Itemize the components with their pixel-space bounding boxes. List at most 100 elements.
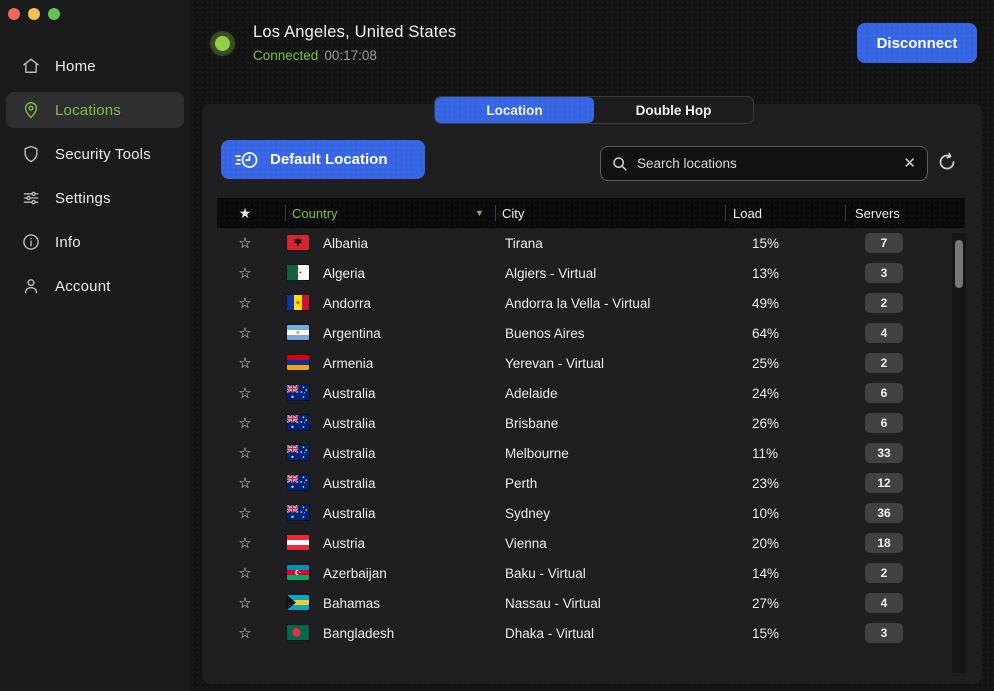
location-row[interactable]: ☆ Australia Melbourne 11% 33 — [217, 438, 965, 468]
country-flag-icon — [287, 625, 309, 640]
sidebar-item-label: Security Tools — [55, 145, 151, 163]
tab-location[interactable]: Location — [435, 97, 594, 123]
column-divider — [495, 205, 496, 221]
zoom-window-button[interactable] — [48, 8, 60, 20]
location-mode-tabs: Location Double Hop — [434, 96, 754, 124]
sidebar: Home Locations Security Tools — [0, 0, 190, 691]
location-row[interactable]: ☆ Australia Sydney 10% 36 — [217, 498, 965, 528]
close-window-button[interactable] — [8, 8, 20, 20]
disconnect-button[interactable]: Disconnect — [857, 23, 977, 63]
sidebar-item-security-tools[interactable]: Security Tools — [6, 136, 184, 172]
favorite-star-icon[interactable]: ☆ — [238, 595, 252, 612]
favorite-star-icon[interactable]: ☆ — [238, 325, 252, 342]
load-cell: 13% — [752, 265, 780, 281]
window-controls — [0, 0, 190, 20]
location-row[interactable]: ☆ Australia Brisbane 26% 6 — [217, 408, 965, 438]
sidebar-item-label: Home — [55, 57, 96, 75]
country-cell: Australia — [323, 385, 376, 401]
sort-descending-icon[interactable]: ▼ — [475, 208, 484, 218]
load-cell: 49% — [752, 295, 780, 311]
location-row[interactable]: ☆ Armenia Yerevan - Virtual 25% 2 — [217, 348, 965, 378]
location-row[interactable]: ☆ Argentina Buenos Aires 64% 4 — [217, 318, 965, 348]
favorite-star-icon[interactable]: ☆ — [238, 565, 252, 582]
load-cell: 25% — [752, 355, 780, 371]
tab-double-hop[interactable]: Double Hop — [635, 102, 712, 118]
default-location-button[interactable]: Default Location — [221, 140, 425, 179]
favorite-star-icon[interactable]: ☆ — [238, 295, 252, 312]
locations-list: ☆ Albania Tirana 15% 7 ☆ Algeria Algiers… — [217, 228, 965, 648]
sidebar-item-locations[interactable]: Locations — [6, 92, 184, 128]
favorite-star-icon[interactable]: ☆ — [238, 535, 252, 552]
connection-timer: 00:17:08 — [324, 48, 377, 63]
country-flag-icon — [287, 385, 309, 400]
favorite-star-icon[interactable]: ☆ — [238, 445, 252, 462]
column-divider — [725, 205, 726, 221]
favorite-star-icon[interactable]: ☆ — [238, 235, 252, 252]
refresh-icon[interactable] — [936, 152, 958, 174]
country-flag-icon — [287, 595, 309, 610]
location-row[interactable]: ☆ Azerbaijan Baku - Virtual 14% 2 — [217, 558, 965, 588]
clear-search-icon[interactable]: ✕ — [903, 155, 916, 172]
favorite-star-icon[interactable]: ☆ — [238, 475, 252, 492]
table-header: ★ Country ▼ City Load Servers — [217, 198, 965, 228]
search-icon — [612, 156, 628, 172]
sidebar-item-settings[interactable]: Settings — [6, 180, 184, 216]
servers-count-badge: 6 — [865, 413, 903, 433]
column-header-city[interactable]: City — [502, 205, 525, 221]
country-cell: Austria — [323, 535, 366, 551]
sidebar-item-home[interactable]: Home — [6, 48, 184, 84]
favorites-column-icon[interactable]: ★ — [238, 204, 252, 221]
default-location-icon — [234, 149, 260, 171]
load-cell: 64% — [752, 325, 780, 341]
connected-status-icon — [215, 36, 230, 51]
country-cell: Algeria — [323, 265, 366, 281]
location-row[interactable]: ☆ Bangladesh Dhaka - Virtual 15% 3 — [217, 618, 965, 648]
location-row[interactable]: ☆ Austria Vienna 20% 18 — [217, 528, 965, 558]
sidebar-nav: Home Locations Security Tools — [0, 48, 190, 304]
sidebar-item-account[interactable]: Account — [6, 268, 184, 304]
location-row[interactable]: ☆ Algeria Algiers - Virtual 13% 3 — [217, 258, 965, 288]
city-cell: Andorra la Vella - Virtual — [505, 295, 651, 311]
favorite-star-icon[interactable]: ☆ — [238, 265, 252, 282]
favorite-star-icon[interactable]: ☆ — [238, 505, 252, 522]
scrollbar-track[interactable] — [952, 233, 966, 673]
load-cell: 10% — [752, 505, 780, 521]
sidebar-item-info[interactable]: Info — [6, 224, 184, 260]
search-input[interactable] — [637, 156, 895, 171]
load-cell: 14% — [752, 565, 780, 581]
column-header-load[interactable]: Load — [733, 205, 762, 221]
favorite-star-icon[interactable]: ☆ — [238, 415, 252, 432]
servers-count-badge: 3 — [865, 263, 903, 283]
city-cell: Adelaide — [505, 385, 558, 401]
country-flag-icon — [287, 355, 309, 370]
servers-count-badge: 2 — [865, 293, 903, 313]
favorite-star-icon[interactable]: ☆ — [238, 385, 252, 402]
city-cell: Dhaka - Virtual — [505, 625, 595, 641]
city-cell: Buenos Aires — [505, 325, 585, 341]
column-divider — [285, 205, 286, 221]
city-cell: Tirana — [505, 235, 543, 251]
country-flag-icon — [287, 505, 309, 520]
favorite-star-icon[interactable]: ☆ — [238, 625, 252, 642]
servers-count-badge: 36 — [865, 503, 903, 523]
favorite-star-icon[interactable]: ☆ — [238, 355, 252, 372]
location-row[interactable]: ☆ Andorra Andorra la Vella - Virtual 49%… — [217, 288, 965, 318]
minimize-window-button[interactable] — [28, 8, 40, 20]
location-row[interactable]: ☆ Australia Perth 23% 12 — [217, 468, 965, 498]
locations-panel: Default Location ✕ ★ Country ▼ City Load — [202, 104, 982, 684]
servers-count-badge: 12 — [865, 473, 903, 493]
map-pin-icon — [20, 100, 41, 121]
servers-count-badge: 33 — [865, 443, 903, 463]
location-row[interactable]: ☆ Albania Tirana 15% 7 — [217, 228, 965, 258]
country-cell: Australia — [323, 445, 376, 461]
location-row[interactable]: ☆ Australia Adelaide 24% 6 — [217, 378, 965, 408]
location-row[interactable]: ☆ Bahamas Nassau - Virtual 27% 4 — [217, 588, 965, 618]
column-header-servers[interactable]: Servers — [855, 205, 900, 221]
scrollbar-thumb[interactable] — [955, 240, 963, 288]
servers-count-badge: 6 — [865, 383, 903, 403]
column-header-country[interactable]: Country — [292, 205, 338, 221]
sidebar-item-label: Account — [55, 277, 111, 295]
load-cell: 11% — [752, 445, 779, 461]
country-flag-icon — [287, 325, 309, 340]
country-cell: Bangladesh — [323, 625, 395, 641]
